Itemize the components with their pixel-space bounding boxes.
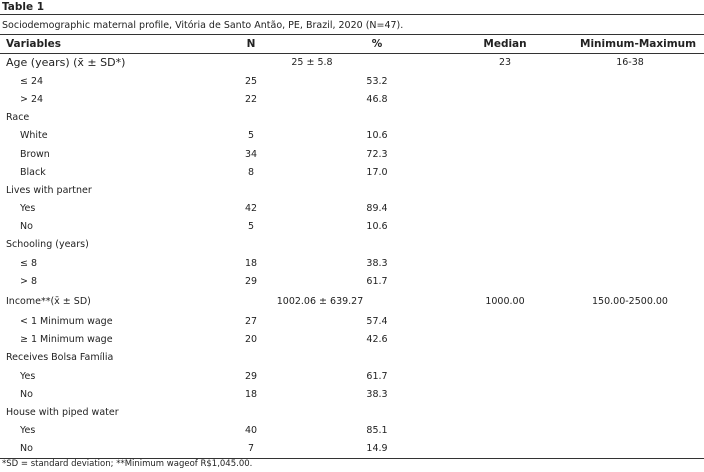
- n-value: 40: [244, 425, 258, 436]
- percent-value: 72.3: [366, 149, 388, 160]
- table-row: No 7 14.9: [0, 440, 704, 458]
- variable-label: House with piped water: [6, 407, 119, 418]
- header-median: Median: [483, 38, 527, 50]
- table-row: Black 8 17.0: [0, 164, 704, 182]
- variable-label: Lives with partner: [6, 185, 92, 196]
- table-row: Yes 40 85.1: [0, 422, 704, 440]
- header-n: N: [246, 38, 256, 50]
- n-value: 7: [247, 443, 255, 454]
- age-median: 23: [498, 57, 512, 68]
- table-row: Yes 29 61.7: [0, 368, 704, 386]
- category-label: Yes: [20, 371, 36, 382]
- category-label: Yes: [20, 203, 36, 214]
- category-label: < 1 Minimum wage: [20, 316, 113, 327]
- table-row: Income**(x̄ ± SD) 1002.06 ± 639.27 1000.…: [0, 293, 704, 311]
- variable-label: Race: [6, 112, 30, 123]
- table-row: Lives with partner: [0, 182, 704, 200]
- variable-label: Schooling (years): [6, 239, 89, 250]
- percent-value: 61.7: [366, 371, 388, 382]
- n-value: 29: [244, 371, 258, 382]
- top-rule: [0, 14, 704, 15]
- percent-value: 17.0: [366, 167, 388, 178]
- header-rule: [0, 53, 704, 54]
- category-label: No: [20, 389, 33, 400]
- percent-value: 10.6: [366, 221, 388, 232]
- percent-value: 53.2: [366, 76, 388, 87]
- table-row: > 24 22 46.8: [0, 91, 704, 109]
- category-label: Brown: [20, 149, 50, 160]
- n-value: 42: [244, 203, 258, 214]
- table-row: No 18 38.3: [0, 386, 704, 404]
- percent-value: 38.3: [366, 389, 388, 400]
- table-row: ≤ 8 18 38.3: [0, 255, 704, 273]
- n-value: 18: [244, 258, 258, 269]
- category-label: White: [20, 130, 48, 141]
- percent-value: 61.7: [366, 276, 388, 287]
- table-row: > 8 29 61.7: [0, 273, 704, 291]
- category-label: Black: [20, 167, 46, 178]
- table-footnote: *SD = standard deviation; **Minimum wage…: [2, 459, 253, 469]
- table-row: < 1 Minimum wage 27 57.4: [0, 313, 704, 331]
- category-label: Yes: [20, 425, 36, 436]
- n-value: 5: [247, 221, 255, 232]
- table-row: White 5 10.6: [0, 127, 704, 145]
- n-value: 5: [247, 130, 255, 141]
- income-median: 1000.00: [485, 296, 525, 307]
- variable-label: Age (years) (x̄ ± SD*): [6, 56, 126, 69]
- table-row: ≤ 24 25 53.2: [0, 73, 704, 91]
- n-value: 34: [244, 149, 258, 160]
- table-row: ≥ 1 Minimum wage 20 42.6: [0, 331, 704, 349]
- n-value: 22: [244, 94, 258, 105]
- category-label: No: [20, 221, 33, 232]
- n-value: 29: [244, 276, 258, 287]
- income-mean-sd: 1002.06 ± 639.27: [276, 296, 364, 307]
- header-variables: Variables: [6, 38, 61, 50]
- percent-value: 85.1: [366, 425, 388, 436]
- percent-value: 57.4: [366, 316, 388, 327]
- table-row: Schooling (years): [0, 236, 704, 254]
- category-label: ≤ 24: [20, 76, 44, 87]
- n-value: 18: [244, 389, 258, 400]
- table-caption: Sociodemographic maternal profile, Vitór…: [2, 20, 404, 31]
- category-label: > 8: [20, 276, 38, 287]
- table-row: Race: [0, 109, 704, 127]
- category-label: ≥ 1 Minimum wage: [20, 334, 113, 345]
- n-value: 8: [247, 167, 255, 178]
- category-label: ≤ 8: [20, 258, 38, 269]
- category-label: > 24: [20, 94, 44, 105]
- caption-rule: [0, 34, 704, 35]
- table-row: No 5 10.6: [0, 218, 704, 236]
- n-value: 25: [244, 76, 258, 87]
- percent-value: 14.9: [366, 443, 388, 454]
- header-min-max: Minimum-Maximum: [580, 38, 697, 50]
- n-value: 20: [244, 334, 258, 345]
- category-label: No: [20, 443, 33, 454]
- table-label: Table 1: [2, 1, 45, 13]
- table-row: Brown 34 72.3: [0, 146, 704, 164]
- income-min-max: 150.00-2500.00: [592, 296, 668, 307]
- percent-value: 42.6: [366, 334, 388, 345]
- percent-value: 10.6: [366, 130, 388, 141]
- bottom-rule: [0, 458, 704, 459]
- table-row: Receives Bolsa Família: [0, 349, 704, 367]
- age-mean-sd: 25 ± 5.8: [291, 57, 333, 68]
- header-percent: %: [371, 38, 383, 50]
- percent-value: 38.3: [366, 258, 388, 269]
- table-row: House with piped water: [0, 404, 704, 422]
- percent-value: 46.8: [366, 94, 388, 105]
- table-row: Yes 42 89.4: [0, 200, 704, 218]
- table-row: Age (years) (x̄ ± SD*) 25 ± 5.8 23 16-38: [0, 54, 704, 72]
- variable-label: Income**(x̄ ± SD): [6, 296, 91, 307]
- percent-value: 89.4: [366, 203, 388, 214]
- age-min-max: 16-38: [616, 57, 644, 68]
- n-value: 27: [244, 316, 258, 327]
- variable-label: Receives Bolsa Família: [6, 352, 114, 363]
- header-row: Variables N % Median Minimum-Maximum: [0, 35, 704, 53]
